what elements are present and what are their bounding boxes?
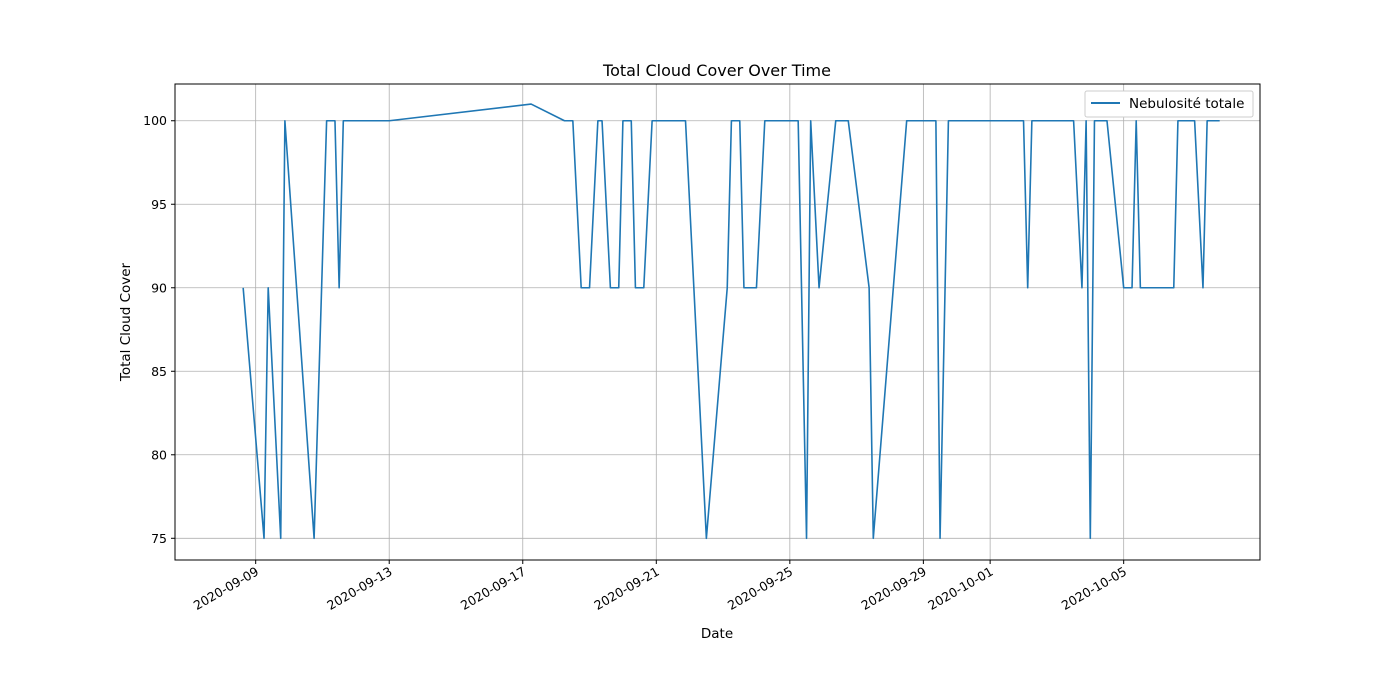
plot-frame <box>174 83 1261 561</box>
y-tick-label: 80 <box>151 447 167 462</box>
y-tick-label: 90 <box>151 280 167 295</box>
x-axis-label: Date <box>701 626 733 642</box>
y-tick-label: 75 <box>151 531 167 546</box>
grid-lines <box>175 84 1260 560</box>
series-layer <box>242 103 1220 540</box>
series-line <box>242 103 1220 540</box>
y-axis-label: Total Cloud Cover <box>118 262 134 382</box>
y-tick-label: 100 <box>143 113 167 128</box>
y-tick-label: 85 <box>151 364 167 379</box>
legend-box <box>1084 90 1254 118</box>
legend-label: Nebulosité totale <box>1129 96 1244 112</box>
chart-title: Total Cloud Cover Over Time <box>602 61 831 80</box>
y-tick-label: 95 <box>151 197 167 212</box>
legend: Nebulosité totale <box>1084 90 1254 118</box>
plot-area <box>175 84 1260 560</box>
